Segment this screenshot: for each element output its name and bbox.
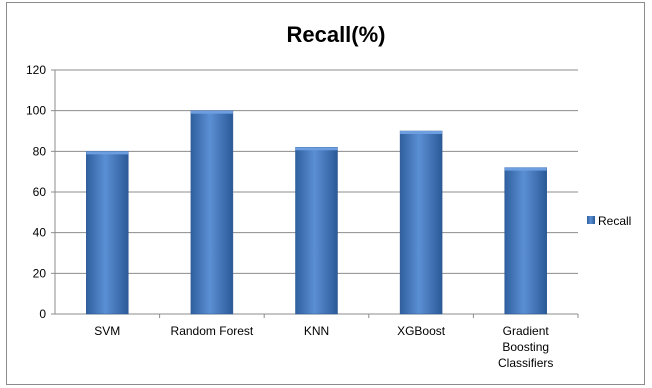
y-tick-label: 20 <box>33 266 47 280</box>
x-tick-labels: SVM Random Forest KNN XGBoost Gradient Boosti… <box>94 324 553 370</box>
y-tick-label: 40 <box>33 226 47 240</box>
y-tick-labels: 0 20 40 60 80 100 120 <box>26 63 46 321</box>
bar-cap <box>190 110 233 114</box>
chart-title: Recall(%) <box>286 22 385 47</box>
bar-cap <box>86 151 129 155</box>
gridlines <box>55 69 578 274</box>
legend-swatch <box>587 216 595 224</box>
y-tick-label: 100 <box>26 104 46 118</box>
x-tick-label: Random Forest <box>171 324 254 338</box>
legend-label: Recall <box>598 214 631 228</box>
x-tick-label: Gradient Boosting Classifiers <box>498 324 553 370</box>
bar-random-forest <box>190 110 234 315</box>
x-tick-label: KNN <box>304 324 329 338</box>
y-tick-label: 80 <box>33 144 47 158</box>
bar-knn <box>295 147 338 315</box>
bar-svm <box>86 151 129 315</box>
x-tick-label: SVM <box>94 324 120 338</box>
y-tick-label: 120 <box>26 63 46 77</box>
bar-cap <box>504 167 547 171</box>
y-tick-label: 60 <box>33 185 47 199</box>
bar-cap <box>295 147 338 151</box>
y-tick-label: 0 <box>39 307 46 321</box>
bars <box>86 110 547 315</box>
bar-gradient-boosting-classifiers <box>504 167 547 315</box>
legend: Recall <box>587 214 631 228</box>
x-tick-label: XGBoost <box>397 324 446 338</box>
bar-cap <box>400 131 443 134</box>
bar-xgboost <box>399 130 443 315</box>
